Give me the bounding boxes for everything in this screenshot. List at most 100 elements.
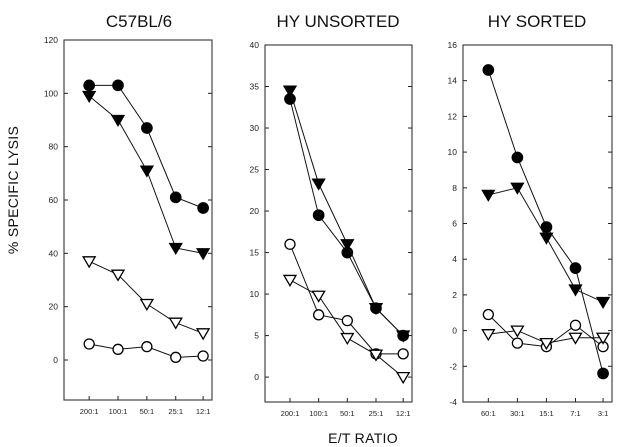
y-axis-label: % SPECIFIC LYSIS xyxy=(5,126,21,254)
panel-1: C57BL/6 0 20 40 60 80 100 120 200:1 100:1 50:1 25:1… xyxy=(44,12,213,416)
y-tick-label: 16 xyxy=(448,40,458,50)
data-point xyxy=(195,328,211,341)
y-tick-label: 0 xyxy=(254,372,259,382)
plot-frame xyxy=(264,44,413,403)
series-open-circle xyxy=(83,338,209,363)
data-point xyxy=(539,337,554,351)
data-point xyxy=(540,221,553,233)
x-tick-label: 15:1 xyxy=(539,409,554,418)
data-point xyxy=(482,308,494,321)
data-point xyxy=(282,274,298,287)
data-point xyxy=(396,330,411,343)
data-point xyxy=(139,165,155,178)
plot-frame xyxy=(63,39,213,401)
data-point xyxy=(110,269,126,282)
data-point xyxy=(539,232,554,245)
y-tick-label: 2 xyxy=(452,290,457,300)
data-point xyxy=(169,191,182,204)
data-point xyxy=(595,332,611,345)
y-tick-label: 6 xyxy=(452,219,457,229)
series-open-triangle-down xyxy=(282,274,411,385)
y-tick-label: 4 xyxy=(452,254,457,264)
data-point xyxy=(284,238,296,250)
series-filled-triangle-down xyxy=(282,85,411,343)
data-point xyxy=(340,239,355,252)
series-filled-triangle-down xyxy=(82,90,211,261)
x-tick-label: 50:1 xyxy=(140,407,155,416)
panel-title: HY UNSORTED xyxy=(276,12,399,31)
series-line xyxy=(488,187,604,303)
x-tick-label: 60:1 xyxy=(481,409,496,418)
data-point xyxy=(83,338,95,350)
series-open-circle xyxy=(482,308,609,353)
data-point xyxy=(597,367,609,380)
data-point xyxy=(168,317,183,330)
y-tick-label: 12 xyxy=(448,111,458,121)
data-point xyxy=(168,242,183,255)
data-point xyxy=(396,371,411,385)
series-filled-circle xyxy=(83,79,209,214)
x-tick-label: 3:1 xyxy=(598,409,608,418)
y-tick-label: 40 xyxy=(49,248,59,258)
data-point xyxy=(568,332,583,345)
plot-frame xyxy=(462,44,613,403)
x-tick-label: 7:1 xyxy=(570,409,580,418)
x-tick-label: 25:1 xyxy=(369,409,384,418)
y-tick-label: 10 xyxy=(448,147,458,157)
data-point xyxy=(340,332,355,346)
data-point xyxy=(82,90,97,103)
y-tick-label: 30 xyxy=(250,123,260,133)
x-tick-label: 100:1 xyxy=(309,409,328,418)
data-point xyxy=(482,64,495,76)
y-tick-label: 20 xyxy=(250,206,260,216)
data-point xyxy=(112,79,124,92)
data-point xyxy=(170,351,182,363)
series-filled-circle xyxy=(482,64,609,380)
panel-title: HY SORTED xyxy=(488,12,587,31)
series-line xyxy=(88,260,204,334)
y-tick-label: -2 xyxy=(449,361,457,371)
x-tick-label: 200:1 xyxy=(80,407,99,416)
y-tick-label: 8 xyxy=(452,183,457,193)
data-point xyxy=(510,182,525,195)
data-point xyxy=(139,298,155,311)
y-tick-label: 80 xyxy=(49,142,59,152)
data-point xyxy=(481,189,496,202)
data-point xyxy=(397,348,409,360)
data-point xyxy=(569,262,582,274)
x-tick-label: 12:1 xyxy=(196,407,211,416)
series-open-triangle-down xyxy=(82,256,211,341)
y-tick-label: 35 xyxy=(250,82,260,92)
data-point xyxy=(141,122,153,134)
data-point xyxy=(368,349,384,362)
x-tick-label: 25:1 xyxy=(168,407,183,416)
data-point xyxy=(569,319,582,331)
series-line xyxy=(289,279,404,378)
data-point xyxy=(112,343,124,355)
y-tick-label: 0 xyxy=(53,355,58,365)
data-point xyxy=(568,284,583,297)
series-filled-circle xyxy=(284,93,410,342)
data-point xyxy=(312,209,325,222)
x-tick-label: 50:1 xyxy=(340,409,355,418)
data-point xyxy=(110,114,126,127)
series-line xyxy=(289,90,404,336)
series-open-triangle-down xyxy=(481,325,611,351)
data-point xyxy=(195,248,211,261)
panel-3: HY SORTED -4 -2 0 2 4 6 8 10 12 14 16 60:1 30:1 15:1 7:… xyxy=(448,12,613,418)
data-point xyxy=(82,256,97,269)
data-point xyxy=(311,290,326,303)
data-point xyxy=(510,325,525,338)
y-tick-label: -4 xyxy=(449,397,457,407)
y-tick-label: 14 xyxy=(448,76,458,86)
y-tick-label: 40 xyxy=(250,40,260,50)
y-tick-label: 25 xyxy=(250,165,260,175)
y-tick-label: 10 xyxy=(250,289,260,299)
y-tick-label: 60 xyxy=(49,195,59,205)
y-tick-label: 15 xyxy=(250,248,260,258)
data-point xyxy=(311,178,326,191)
panel-2: HY UNSORTED 0 5 10 15 20 25 30 35 40 200:1 100:1 50:… xyxy=(250,12,413,418)
data-point xyxy=(511,337,524,349)
